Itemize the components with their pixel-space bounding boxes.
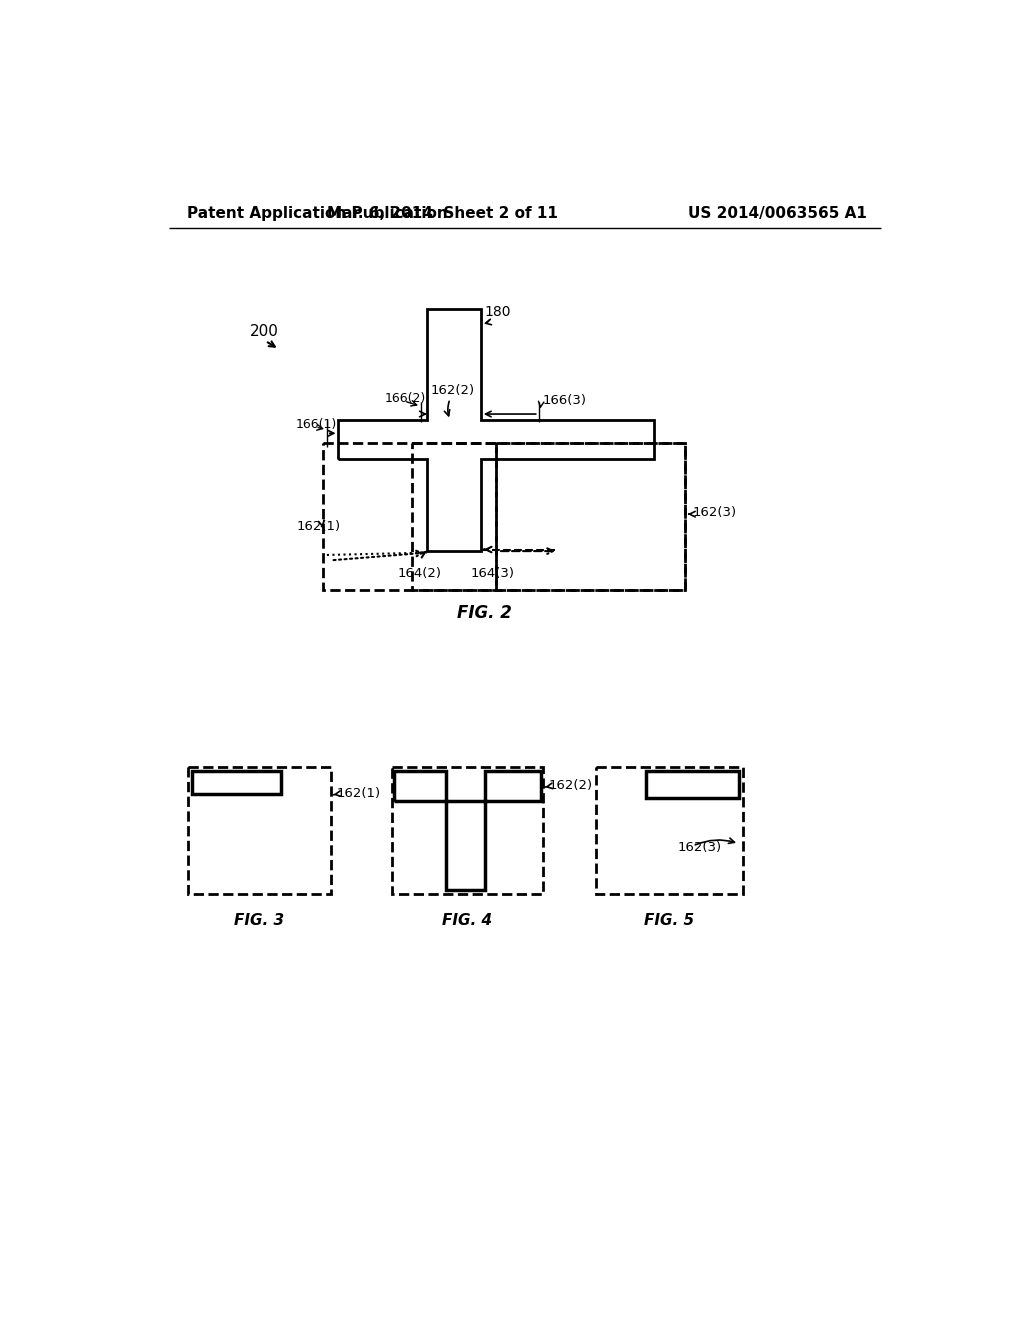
Text: 164(3): 164(3): [470, 566, 514, 579]
Bar: [323, 444, 685, 590]
Text: Mar. 6, 2014  Sheet 2 of 11: Mar. 6, 2014 Sheet 2 of 11: [327, 206, 558, 222]
Text: 164(2): 164(2): [397, 566, 441, 579]
Bar: [497, 444, 685, 590]
Bar: [596, 767, 742, 894]
Text: FIG. 2: FIG. 2: [458, 603, 512, 622]
Text: 200: 200: [250, 325, 279, 339]
Text: 166(1): 166(1): [296, 418, 337, 432]
Text: 162(1): 162(1): [296, 520, 340, 533]
Text: FIG. 4: FIG. 4: [442, 913, 493, 928]
Text: 162(1): 162(1): [337, 787, 381, 800]
Bar: [193, 771, 281, 793]
Text: 166(2): 166(2): [385, 392, 426, 405]
Bar: [392, 767, 543, 894]
Text: 166(3): 166(3): [543, 395, 587, 408]
Text: US 2014/0063565 A1: US 2014/0063565 A1: [688, 206, 866, 222]
Text: 162(2): 162(2): [431, 384, 475, 397]
Text: 162(2): 162(2): [549, 779, 593, 792]
Bar: [412, 444, 497, 590]
Text: 162(3): 162(3): [677, 841, 721, 854]
Text: FIG. 5: FIG. 5: [644, 913, 694, 928]
Bar: [188, 767, 331, 894]
Text: FIG. 3: FIG. 3: [234, 913, 285, 928]
Bar: [646, 771, 739, 797]
Text: 180: 180: [484, 305, 511, 319]
Text: 162(3): 162(3): [692, 506, 737, 519]
Text: Patent Application Publication: Patent Application Publication: [186, 206, 447, 222]
